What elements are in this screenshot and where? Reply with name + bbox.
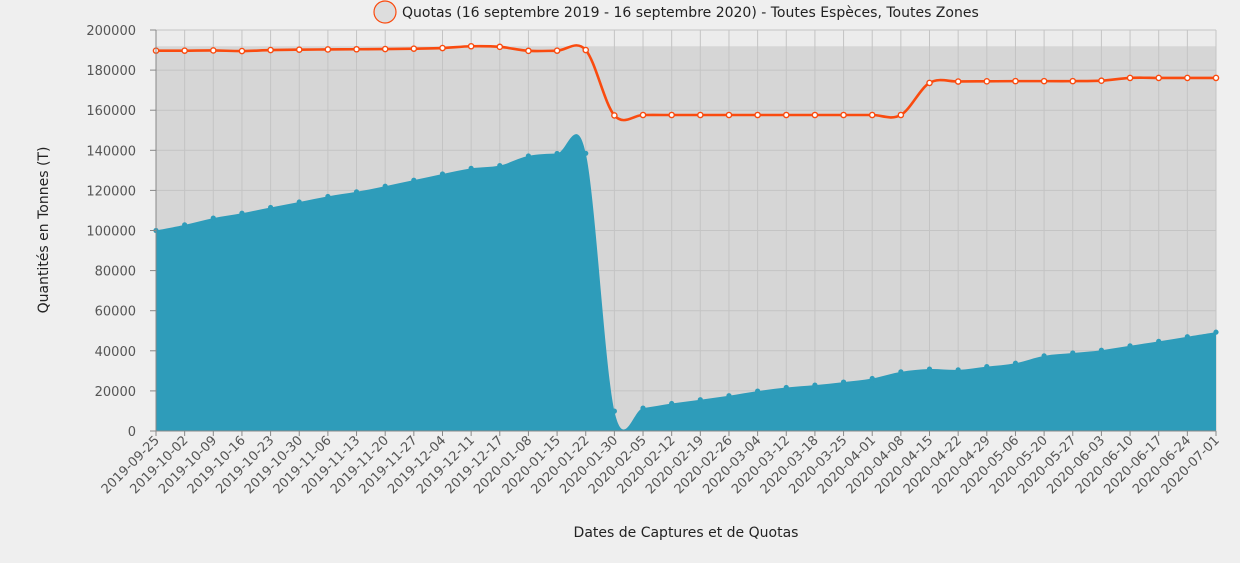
quota-point[interactable] [1012,77,1019,85]
area-point[interactable] [182,222,188,228]
area-point[interactable] [325,193,331,200]
quota-point[interactable] [811,111,819,119]
area-point[interactable] [984,364,990,370]
quota-point[interactable] [1040,77,1048,85]
y-tick-label: 200000 [86,24,136,39]
area-point[interactable] [1213,329,1219,335]
quota-point[interactable] [582,46,590,54]
area-point[interactable] [669,400,675,407]
area-point[interactable] [1070,350,1076,356]
area-point[interactable] [296,199,302,205]
quota-point[interactable] [181,47,188,54]
quota-point[interactable] [1184,74,1191,82]
quota-point[interactable] [840,111,847,119]
quota-point[interactable] [525,47,532,55]
y-tick-label: 20000 [95,385,136,400]
quota-point[interactable] [1069,77,1077,85]
quota-point[interactable] [725,111,733,119]
y-tick-label: 60000 [95,305,136,320]
quota-point[interactable] [983,78,991,85]
quota-point[interactable] [439,44,446,52]
area-points [153,150,1219,414]
quota-point[interactable] [1098,77,1105,85]
area-point[interactable] [353,189,360,195]
area-point[interactable] [382,183,388,189]
x-axis-ticks: 2019-09-252019-10-022019-10-092019-10-16… [99,431,1223,497]
area-point[interactable] [812,382,818,388]
quota-point[interactable] [553,47,561,54]
legend[interactable]: Quotas (16 septembre 2019 - 16 septembre… [373,0,979,24]
area-point[interactable] [583,150,589,156]
quota-point[interactable] [467,42,475,50]
area-point[interactable] [1098,347,1105,353]
quota-point[interactable] [754,111,761,119]
area-point[interactable] [755,388,761,394]
area-point[interactable] [468,165,474,171]
quota-point[interactable] [639,111,647,119]
quota-point[interactable] [697,111,704,119]
quota-point[interactable] [782,111,790,119]
area-point[interactable] [1184,334,1190,340]
quota-point[interactable] [496,43,504,51]
quota-point[interactable] [954,78,962,85]
quota-point[interactable] [897,111,905,119]
legend-marker-icon [373,0,397,24]
quota-point[interactable] [267,46,274,54]
area-point[interactable] [840,379,847,385]
area-point[interactable] [239,210,245,216]
y-axis-ticks: 0 20000 40000 60000 80000 100000 120000 140000 1… [86,24,156,440]
area-point[interactable] [697,397,703,403]
area-point[interactable] [611,408,617,414]
area-point[interactable] [640,405,646,411]
area-point[interactable] [1156,338,1162,344]
quota-point[interactable] [381,45,389,53]
legend-label: Quotas (16 septembre 2019 - 16 septembre… [402,5,979,21]
area-point[interactable] [1127,343,1133,349]
plot-upper-band [156,30,1216,47]
area-point[interactable] [1012,360,1019,366]
quota-point[interactable] [295,46,303,53]
quota-point[interactable] [611,112,618,119]
quota-point[interactable] [410,45,418,52]
area-point[interactable] [439,171,446,177]
quota-point[interactable] [926,79,933,87]
area-point[interactable] [955,367,961,373]
y-tick-label: 160000 [86,104,136,119]
y-tick-label: 40000 [95,345,136,360]
y-tick-label: 140000 [86,144,136,159]
x-axis-title: Dates de Captures et de Quotas [574,525,799,541]
quota-point[interactable] [324,46,332,53]
quota-point[interactable] [1155,74,1163,82]
series-area-fill [156,134,1216,431]
area-point[interactable] [210,215,216,221]
area-point[interactable] [726,393,732,399]
area-point[interactable] [411,177,417,183]
y-tick-label: 100000 [86,225,136,240]
y-tick-label: 120000 [86,184,136,199]
area-point[interactable] [869,375,875,382]
area-point[interactable] [1041,353,1047,359]
area-point[interactable] [783,384,789,391]
y-tick-label: 180000 [86,64,136,79]
area-point[interactable] [267,204,274,211]
y-axis-title: Quantités en Tonnes (T) [36,147,52,314]
quota-point[interactable] [209,47,217,54]
area-point[interactable] [525,153,532,159]
quota-point[interactable] [668,111,675,119]
quota-point[interactable] [1212,74,1220,82]
y-tick-label: 80000 [95,265,136,280]
quota-point[interactable] [353,45,360,53]
area-point[interactable] [926,366,933,372]
y-tick-label: 0 [128,425,136,440]
area-point[interactable] [554,150,560,157]
quota-point[interactable] [1126,74,1134,82]
area-point[interactable] [898,369,904,375]
quota-point[interactable] [868,111,876,119]
quota-point[interactable] [238,47,246,55]
area-point[interactable] [497,162,503,169]
